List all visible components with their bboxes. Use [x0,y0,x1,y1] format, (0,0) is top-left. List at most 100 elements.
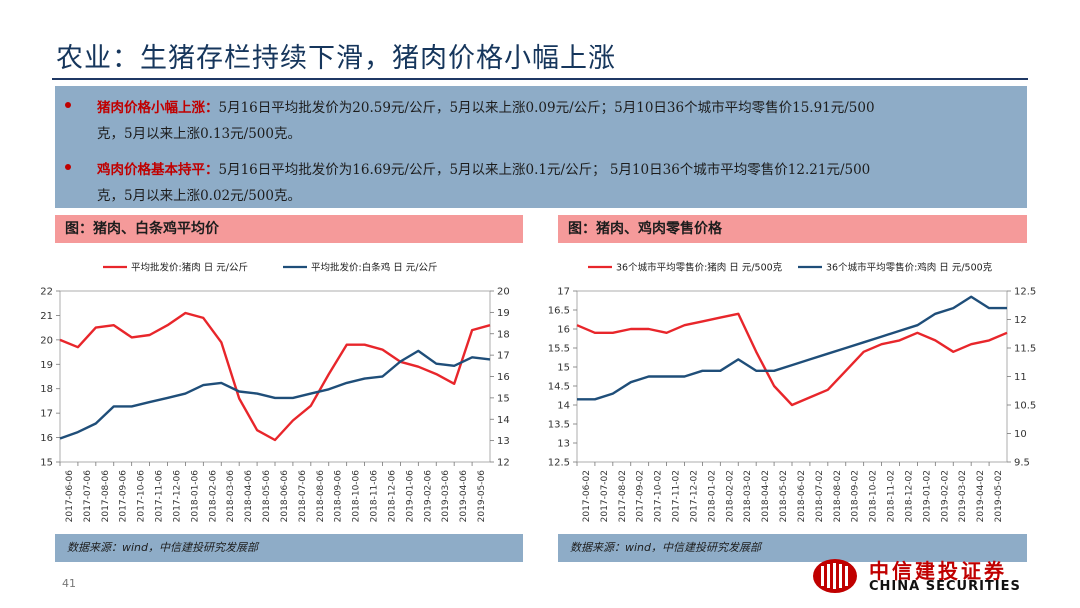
page-number: 41 [62,577,76,590]
y-right-tick-label: 13 [497,436,510,447]
x-tick-label: 2018-07-06 [298,470,308,523]
y-left-tick-label: 17 [40,409,53,420]
y-right-tick-label: 15 [497,393,510,404]
x-tick-label: 2018-04-06 [244,470,254,523]
summary-panel: 猪肉价格小幅上涨：5月16日平均批发价为20.59元/公斤，5月以来上涨0.09… [55,86,1027,208]
y-left-tick-label: 16 [40,433,53,444]
x-tick-label: 2019-05-02 [994,470,1004,522]
chart-1-title: 图：猪肉、白条鸡平均价 [55,215,523,243]
y-left-tick-label: 13 [557,439,570,450]
x-tick-label: 2017-10-02 [654,470,664,522]
bullet-1-line-1: 猪肉价格小幅上涨：5月16日平均批发价为20.59元/公斤，5月以来上涨0.09… [97,96,875,116]
y-right-tick-label: 16 [497,372,510,383]
chart-2-title: 图：猪肉、鸡肉零售价格 [558,215,1027,243]
x-tick-label: 2018-07-02 [815,470,825,522]
y-left-tick-label: 15 [557,363,570,374]
x-tick-label: 2018-08-06 [316,470,326,523]
x-tick-label: 2017-09-06 [119,470,129,523]
y-left-tick-label: 22 [40,287,53,298]
x-tick-label: 2017-11-02 [672,470,682,522]
y-left-tick-label: 13.5 [548,420,570,431]
y-right-tick-label: 20 [497,287,510,298]
title-divider [52,78,1028,80]
y-right-tick-label: 11.5 [1014,344,1036,355]
x-tick-label: 2018-10-06 [352,470,362,523]
x-tick-label: 2018-05-02 [779,470,789,522]
bullet-2-text: 5月16日平均批发价为16.69元/公斤，5月以来上涨0.1元/公斤； 5月10… [218,162,871,178]
x-tick-label: 2018-04-02 [761,470,771,522]
chart-1: 15 16 17 18 19 20 21 22 12 13 14 15 16 17 18 19 20 2017-0… [40,262,510,523]
chart-1-source: 数据来源：wind，中信建投研究发展部 [55,534,523,562]
x-tick-label: 2018-08-02 [833,470,843,522]
plot-frame [59,290,491,463]
bullet-2-key: 鸡肉价格基本持平： [97,162,219,178]
y-left-tick-label: 21 [40,311,53,322]
bullet-dot-icon [65,164,71,170]
y-left-tick-label: 16 [557,325,570,336]
x-tick-label: 2017-11-06 [155,470,165,523]
x-tick-label: 2018-12-06 [387,470,397,523]
chart-2: 12.5 13 13.5 14 14.5 15 15.5 16 16.5 17 9.5 10 10.5 1… [548,262,1037,523]
x-tick-label: 2019-04-06 [459,470,469,523]
legend-label-2: 平均批发价:白条鸡 日 元/公斤 [311,262,437,274]
x-tick-label: 2018-09-06 [334,470,344,523]
series-line-1 [59,311,491,442]
x-tick-label: 2018-05-06 [262,470,272,523]
x-tick-label: 2019-03-06 [441,470,451,523]
y-left-tick-label: 14 [557,401,570,412]
x-tick-label: 2017-09-02 [636,470,646,522]
y-left-tick-label: 17 [557,287,570,298]
x-tick-label: 2017-12-02 [689,470,699,522]
legend-label-2: 36个城市平均零售价:鸡肉 日 元/500克 [826,262,993,274]
x-tick-label: 2019-02-02 [940,470,950,522]
series-line-2 [577,295,1007,401]
chart-2-source: 数据来源：wind，中信建投研究发展部 [558,534,1027,562]
x-tick-label: 2019-05-06 [477,470,487,523]
x-tick-label: 2017-07-02 [600,470,610,522]
y-right-tick-label: 11 [1014,372,1027,383]
y-right-tick-label: 12.5 [1014,287,1036,298]
y-right-tick-label: 12 [497,458,510,469]
x-tick-label: 2018-09-02 [851,470,861,522]
x-tick-label: 2017-10-06 [137,470,147,523]
x-tick-label: 2019-01-06 [405,470,415,523]
x-tick-label: 2019-01-02 [922,470,932,522]
x-tick-label: 2018-12-02 [904,470,914,522]
x-tick-label: 2017-08-02 [618,470,628,522]
y-right-tick-label: 10.5 [1014,401,1036,412]
y-left-tick-label: 16.5 [548,306,570,317]
y-right-tick-label: 17 [497,351,510,362]
y-right-tick-label: 14 [497,415,510,426]
y-right-tick-label: 19 [497,308,510,319]
x-tick-label: 2017-08-06 [101,470,111,523]
x-tick-label: 2017-06-06 [65,470,75,523]
plot-frame [576,290,1008,463]
y-right-tick-label: 10 [1014,429,1027,440]
x-tick-label: 2019-04-02 [976,470,986,522]
y-left-tick-label: 14.5 [548,382,570,393]
page-title: 农业：生猪存栏持续下滑，猪肉价格小幅上涨 [56,43,616,74]
y-left-tick-label: 19 [40,360,53,371]
x-tick-label: 2019-03-02 [958,470,968,522]
bullet-2-line-1: 鸡肉价格基本持平：5月16日平均批发价为16.69元/公斤，5月以来上涨0.1元… [97,158,870,178]
logo-english-name: CHINA SECURITIES [869,579,1021,594]
legend-label-1: 36个城市平均零售价:猪肉 日 元/500克 [616,262,783,274]
bullet-1-key: 猪肉价格小幅上涨： [97,100,219,116]
x-tick-label: 2018-11-02 [887,470,897,522]
y-left-tick-label: 12.5 [548,458,570,469]
x-tick-label: 2018-03-06 [226,470,236,523]
x-tick-label: 2018-01-02 [707,470,717,522]
y-left-tick-label: 20 [40,335,53,346]
series-line-1 [576,312,1008,407]
bullet-1-text: 5月16日平均批发价为20.59元/公斤，5月以来上涨0.09元/公斤；5月10… [218,100,875,116]
y-left-tick-label: 18 [40,384,53,395]
company-logo: 中信建投证券 CHINA SECURITIES [811,555,1041,599]
logo-chinese-name: 中信建投证券 [869,559,1007,583]
y-right-tick-label: 9.5 [1014,458,1030,469]
x-tick-label: 2018-03-02 [743,470,753,522]
y-right-tick-label: 18 [497,329,510,340]
y-left-tick-label: 15.5 [548,344,570,355]
x-tick-label: 2019-02-06 [423,470,433,523]
x-tick-label: 2018-11-06 [370,470,380,523]
x-tick-label: 2018-06-06 [280,470,290,523]
